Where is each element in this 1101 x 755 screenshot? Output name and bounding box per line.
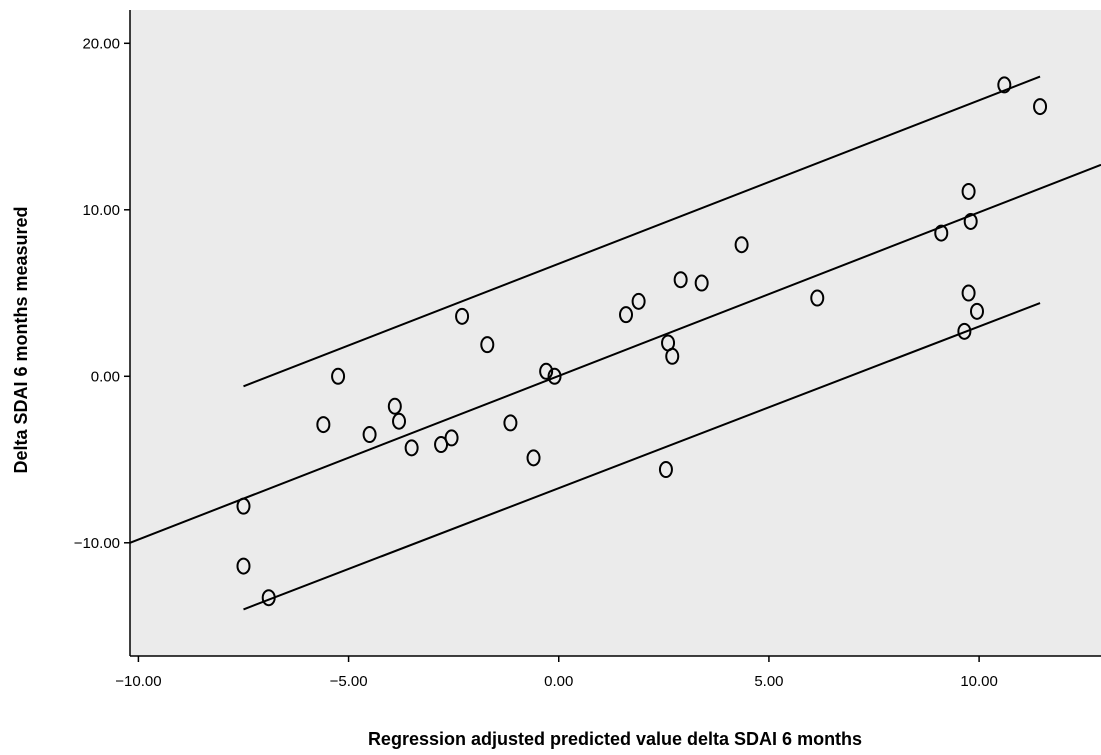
y-tick-label: 0.00 [91, 368, 120, 385]
data-point-17 [547, 367, 562, 385]
data-point-5 [331, 367, 346, 385]
x-tick-label: 5.00 [754, 673, 783, 690]
data-point-30 [961, 284, 976, 302]
data-point-25 [734, 236, 749, 254]
data-point-14 [503, 414, 518, 432]
y-tick-label: 10.00 [82, 202, 120, 219]
data-point-24 [694, 274, 709, 292]
data-point-26 [810, 289, 825, 307]
x-tick-label: 10.00 [960, 673, 998, 690]
data-point-2 [236, 497, 251, 515]
regression-line-3 [243, 302, 1041, 611]
data-point-8 [392, 412, 407, 430]
data-point-29 [961, 182, 976, 200]
data-point-4 [316, 416, 331, 434]
data-point-32 [969, 302, 984, 320]
y-tick-label: 20.00 [82, 35, 120, 52]
data-point-16 [539, 362, 554, 380]
data-point-34 [1033, 98, 1048, 116]
data-point-11 [444, 429, 459, 447]
data-point-9 [404, 439, 419, 457]
data-point-6 [362, 426, 377, 444]
data-point-12 [455, 307, 470, 325]
data-point-27 [934, 224, 949, 242]
data-point-10 [434, 436, 449, 454]
data-point-31 [963, 212, 978, 230]
x-tick-label: −10.00 [115, 673, 161, 690]
x-tick-label: 0.00 [544, 673, 573, 690]
data-point-23 [673, 271, 688, 289]
data-point-33 [997, 76, 1012, 94]
data-point-28 [957, 322, 972, 340]
plot-area [130, 10, 1101, 656]
x-tick-label: −5.00 [330, 673, 368, 690]
data-point-15 [526, 449, 541, 467]
data-points [236, 76, 1048, 607]
y-axis-label: Delta SDAI 6 months measured [11, 206, 31, 473]
data-point-20 [658, 461, 673, 479]
data-point-18 [619, 306, 634, 324]
regression-line-1 [129, 163, 1101, 544]
data-point-3 [261, 589, 276, 607]
data-point-19 [631, 292, 646, 310]
x-axis-ticks: −10.00 −5.00 0.00 5.00 10.00 [115, 656, 998, 690]
x-axis-label: Regression adjusted predicted value delt… [368, 729, 862, 749]
regression-line-2 [243, 75, 1041, 388]
data-point-13 [480, 336, 495, 354]
regression-lines [129, 75, 1101, 611]
data-point-22 [665, 347, 680, 365]
data-point-1 [236, 557, 251, 575]
data-point-7 [387, 397, 402, 415]
y-tick-label: −10.00 [74, 535, 120, 552]
y-axis-ticks: −10.00 0.00 10.00 20.00 [74, 35, 130, 552]
